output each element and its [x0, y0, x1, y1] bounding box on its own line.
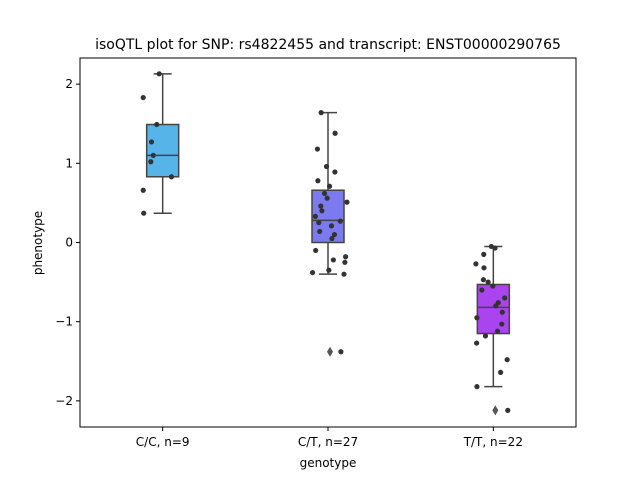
data-point	[342, 259, 348, 265]
data-point	[481, 251, 487, 257]
box-group	[140, 71, 180, 216]
data-point	[313, 247, 319, 254]
y-tick-label: −1	[55, 315, 73, 329]
data-point	[504, 357, 510, 363]
data-point	[499, 309, 505, 315]
data-point	[494, 328, 501, 334]
data-point	[318, 203, 324, 209]
data-point	[338, 349, 344, 355]
outlier-marker	[492, 405, 499, 416]
data-point	[337, 218, 343, 224]
data-point	[314, 146, 321, 152]
data-point	[321, 190, 328, 197]
x-tick-label: C/T, n=27	[298, 435, 358, 449]
data-point	[474, 384, 480, 390]
data-point	[499, 321, 505, 327]
data-point	[326, 183, 333, 189]
data-point	[473, 261, 479, 267]
y-tick-label: 1	[65, 156, 73, 170]
data-point	[479, 287, 485, 293]
y-tick-label: 0	[65, 236, 73, 250]
y-tick-label: −2	[55, 394, 73, 408]
data-point	[323, 163, 330, 170]
data-point	[154, 121, 160, 128]
data-point	[326, 267, 332, 273]
y-tick-label: 2	[65, 77, 73, 91]
x-axis-label: genotype	[300, 456, 357, 470]
outlier-marker	[327, 346, 333, 357]
data-point	[140, 187, 146, 193]
data-point	[474, 340, 480, 346]
x-tick-label: T/T, n=22	[463, 435, 523, 449]
data-point	[318, 110, 324, 116]
data-point	[480, 277, 487, 283]
data-point	[492, 245, 498, 251]
data-point	[482, 333, 489, 339]
data-point	[315, 178, 321, 184]
data-point	[329, 235, 335, 242]
data-point	[324, 195, 330, 201]
data-point	[140, 94, 146, 101]
data-point	[309, 269, 316, 276]
data-point	[502, 295, 508, 301]
box-group	[473, 243, 511, 416]
x-tick-label: C/C, n=9	[136, 435, 190, 449]
data-point	[150, 152, 156, 158]
data-point	[148, 139, 155, 145]
iqr-box	[145, 123, 180, 178]
data-point	[481, 265, 487, 271]
y-axis-label: phenotype	[31, 211, 45, 275]
chart-title: isoQTL plot for SNP: rs4822455 and trans…	[95, 37, 561, 53]
data-point	[332, 169, 338, 175]
data-point	[319, 208, 325, 214]
data-point	[490, 283, 496, 289]
data-point	[141, 210, 147, 216]
data-point	[168, 174, 175, 180]
data-point	[330, 257, 336, 263]
data-point	[341, 271, 347, 277]
y-axis: 2 1 0 −1 −2	[55, 77, 80, 408]
data-point	[317, 228, 323, 235]
data-point	[485, 279, 491, 285]
data-point	[316, 220, 322, 226]
data-point	[312, 213, 318, 219]
x-axis: C/C, n=9 C/T, n=27 T/T, n=22	[136, 427, 523, 449]
box-group	[309, 110, 350, 357]
plot-area	[140, 71, 511, 416]
data-point	[505, 407, 511, 413]
data-point	[156, 71, 162, 77]
data-point	[474, 315, 480, 321]
data-point	[342, 254, 349, 260]
data-point	[344, 199, 350, 205]
data-point	[332, 130, 338, 136]
data-point	[148, 159, 154, 165]
data-point	[493, 303, 499, 309]
data-point	[498, 369, 504, 375]
data-point	[331, 231, 338, 238]
data-point	[328, 223, 335, 229]
